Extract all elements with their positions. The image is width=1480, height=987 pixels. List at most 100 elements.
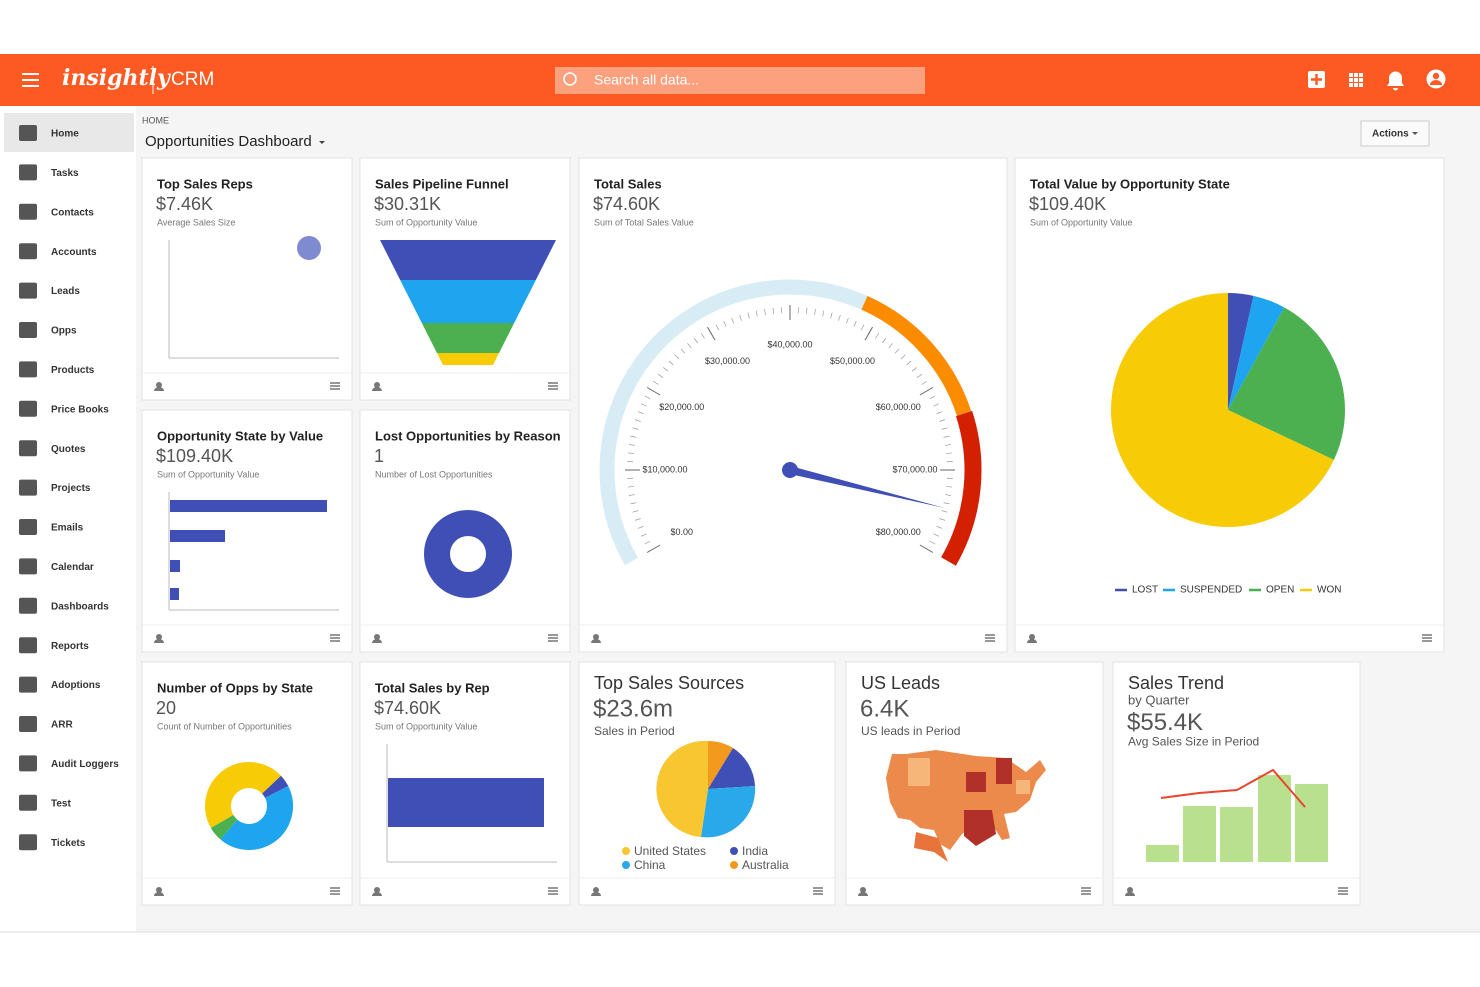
actions-button[interactable] bbox=[1360, 120, 1430, 147]
card-title: Total Value by Opportunity State bbox=[1030, 176, 1230, 191]
apps-button[interactable] bbox=[1349, 73, 1363, 87]
card-title: Top Sales Reps bbox=[157, 176, 253, 191]
owner-icon-body bbox=[372, 892, 382, 896]
card-value: $109.40K bbox=[156, 446, 233, 466]
list-icon[interactable] bbox=[330, 634, 340, 642]
chart-shape bbox=[170, 560, 180, 572]
brand[interactable]: insightly bbox=[62, 65, 172, 91]
nav-item[interactable]: Quotes bbox=[51, 444, 86, 455]
search-box[interactable] bbox=[555, 67, 925, 94]
nav-item[interactable]: Products bbox=[51, 365, 95, 376]
chart-shape bbox=[1220, 807, 1253, 862]
chart-shape bbox=[380, 240, 556, 280]
list-icon[interactable] bbox=[1422, 634, 1432, 642]
gauge-tick bbox=[707, 326, 716, 341]
gauge-minor-tick bbox=[933, 403, 940, 407]
nav-item[interactable]: Contacts bbox=[51, 207, 94, 218]
gauge-hub bbox=[782, 462, 798, 478]
list-icon[interactable] bbox=[330, 887, 340, 895]
chart-shape bbox=[1146, 845, 1179, 862]
legend-label: Australia bbox=[742, 858, 789, 872]
list-icon[interactable] bbox=[985, 634, 995, 642]
gauge-tick-label: $70,000.00 bbox=[892, 464, 937, 474]
gauge-minor-tick bbox=[739, 314, 742, 321]
gauge-minor-tick bbox=[916, 373, 923, 379]
gauge-minor-tick bbox=[755, 310, 758, 317]
owner-icon-body bbox=[154, 892, 164, 896]
nav-item[interactable]: Accounts bbox=[51, 247, 97, 258]
gauge-minor-tick bbox=[663, 367, 669, 372]
gauge-minor-tick bbox=[814, 308, 816, 315]
gauge-band bbox=[861, 295, 972, 416]
gauge-needle bbox=[789, 466, 946, 509]
nav-item[interactable]: Tasks bbox=[51, 168, 79, 179]
gauge-minor-tick bbox=[936, 411, 943, 415]
breadcrumb[interactable]: HOME bbox=[142, 115, 169, 125]
list-icon[interactable] bbox=[1081, 887, 1091, 895]
nav-icon bbox=[19, 834, 37, 851]
gauge-minor-tick bbox=[630, 502, 637, 505]
list-icon[interactable] bbox=[813, 887, 823, 895]
nav-item[interactable]: Reports bbox=[51, 641, 89, 652]
legend-label: China bbox=[634, 858, 666, 872]
owner-icon bbox=[156, 382, 162, 388]
gauge-minor-tick bbox=[630, 435, 637, 438]
notifications[interactable] bbox=[1387, 71, 1404, 91]
list-icon[interactable] bbox=[548, 382, 558, 390]
list-icon[interactable] bbox=[1338, 887, 1348, 895]
chart-shape bbox=[170, 500, 327, 512]
owner-icon bbox=[593, 634, 599, 640]
chart-shape bbox=[436, 353, 500, 365]
nav-item[interactable]: ARR bbox=[51, 720, 73, 731]
gauge-minor-tick bbox=[936, 525, 943, 529]
gauge-minor-tick bbox=[653, 380, 659, 385]
nav-item[interactable]: Emails bbox=[51, 523, 84, 534]
chart-shape bbox=[1354, 83, 1358, 87]
gauge-minor-tick bbox=[929, 540, 936, 545]
gauge-minor-tick bbox=[637, 525, 644, 529]
nav-item[interactable]: Opps bbox=[51, 326, 77, 337]
list-icon[interactable] bbox=[548, 634, 558, 642]
nav-item[interactable]: Audit Loggers bbox=[51, 759, 119, 770]
nav-item[interactable]: Calendar bbox=[51, 562, 94, 573]
card bbox=[141, 157, 353, 401]
chart-shape bbox=[388, 778, 544, 827]
chart-shape bbox=[400, 280, 536, 323]
gauge-minor-tick bbox=[943, 435, 950, 438]
gauge-minor-tick bbox=[943, 502, 950, 505]
card bbox=[1112, 661, 1361, 906]
legend-dot bbox=[730, 847, 738, 855]
nav-item[interactable]: Adoptions bbox=[51, 680, 101, 691]
gauge-minor-tick bbox=[945, 444, 952, 446]
page-title[interactable]: Opportunities Dashboard bbox=[145, 133, 312, 150]
gauge-minor-tick bbox=[657, 373, 664, 379]
nav-item[interactable]: Price Books bbox=[51, 404, 109, 415]
nav-icon bbox=[19, 282, 37, 299]
chart-shape bbox=[22, 85, 39, 87]
card-caption: Avg Sales Size in Period bbox=[1128, 734, 1259, 748]
card-title: Total Sales bbox=[594, 176, 662, 191]
chart-shape bbox=[421, 323, 515, 353]
gauge-tick-label: $40,000.00 bbox=[767, 339, 812, 349]
owner-icon bbox=[1127, 887, 1133, 893]
nav-item[interactable]: Tickets bbox=[51, 838, 86, 849]
list-icon[interactable] bbox=[330, 382, 340, 390]
gauge-minor-tick bbox=[894, 348, 900, 354]
gauge-tick-label: $10,000.00 bbox=[642, 464, 687, 474]
nav-icon bbox=[19, 440, 37, 457]
add-plus bbox=[1311, 74, 1322, 85]
card-title: Sales Pipeline Funnel bbox=[375, 176, 509, 191]
nav-item[interactable]: Test bbox=[51, 798, 71, 809]
gauge-minor-tick bbox=[881, 337, 887, 344]
list-icon[interactable] bbox=[548, 887, 558, 895]
card-title: Sales Trend bbox=[1128, 673, 1224, 693]
menu-button[interactable] bbox=[22, 73, 39, 87]
nav-item[interactable]: Projects bbox=[51, 483, 91, 494]
nav-item[interactable]: Home bbox=[51, 129, 79, 140]
nav-item[interactable]: Dashboards bbox=[51, 601, 109, 612]
nav-item[interactable]: Leads bbox=[51, 286, 80, 297]
legend-label: India bbox=[742, 844, 768, 858]
title-caret bbox=[319, 141, 325, 144]
chart-shape bbox=[22, 73, 39, 75]
